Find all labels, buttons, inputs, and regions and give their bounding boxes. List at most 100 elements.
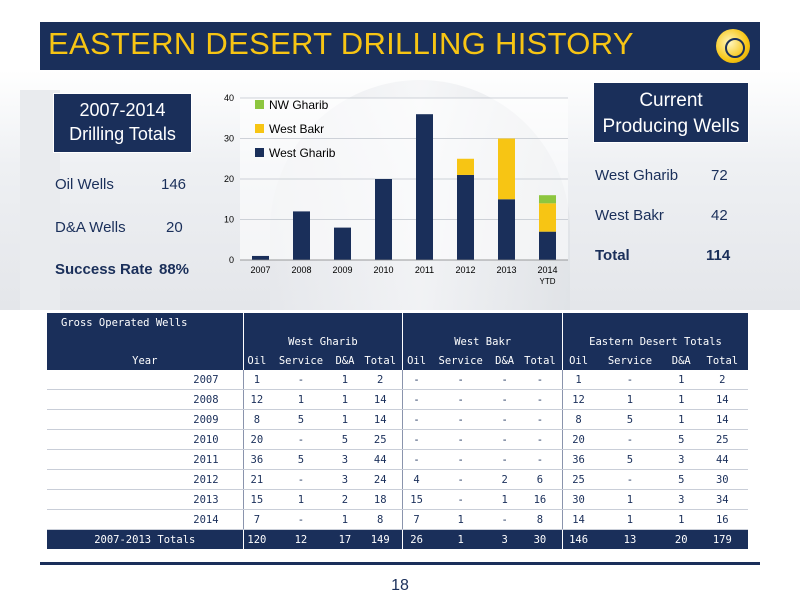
table-cell: - bbox=[402, 389, 430, 410]
table-cell: 30 bbox=[562, 489, 595, 510]
table-column-header: Total bbox=[696, 351, 748, 370]
table-cell: - bbox=[429, 449, 492, 470]
table-cell: 14 bbox=[696, 409, 748, 430]
table-row: 2012 21-3 24 4-2 6 25-5 30 bbox=[47, 469, 748, 490]
y-tick-label: 30 bbox=[224, 134, 234, 144]
table-cell: 3 bbox=[665, 489, 697, 510]
table-column-header: Service bbox=[429, 351, 492, 370]
table-cell: 16 bbox=[696, 509, 748, 530]
table-total-cell: 3 bbox=[491, 529, 518, 549]
table-column-header: D&A bbox=[491, 351, 518, 370]
table-row: 2010 20-5 25- - - -20-5 25 bbox=[47, 429, 748, 450]
table-cell: - bbox=[402, 409, 430, 430]
table-cell: - bbox=[517, 370, 563, 390]
drilling-history-chart: 0 10 20 30 40 2007 2008 2009 2010 2011 2012 2013 201… bbox=[224, 93, 568, 286]
bar-west-gharib-2009 bbox=[334, 227, 351, 260]
table-cell: 1 bbox=[665, 370, 697, 390]
table-column-header: Oil bbox=[562, 351, 595, 370]
table-year-cell: 2007 bbox=[47, 370, 244, 390]
table-cell: 2 bbox=[331, 489, 359, 510]
table-cell: 1 bbox=[242, 370, 271, 390]
table-title-spacer bbox=[562, 313, 748, 332]
table-cell: 5 bbox=[270, 449, 332, 470]
table-cell: 25 bbox=[358, 429, 403, 450]
title-bar: EASTERN DESERT DRILLING HISTORY bbox=[40, 22, 760, 70]
table-row: 2013 15 1 2 18 15-1 16 30 1 3 34 bbox=[47, 489, 748, 510]
table-cell: - bbox=[491, 449, 518, 470]
table-cell: 1 bbox=[331, 370, 359, 390]
table-cell: 20 bbox=[562, 429, 595, 450]
table-total-cell: 149 bbox=[358, 529, 403, 549]
table-cell: 14 bbox=[562, 509, 595, 530]
table-total-cell: 146 bbox=[562, 529, 595, 549]
bar-west-gharib-2013 bbox=[498, 199, 515, 260]
table-cell: 24 bbox=[358, 469, 403, 490]
page-title: EASTERN DESERT DRILLING HISTORY bbox=[48, 26, 634, 61]
table-row: 2007 1-1 2- - - -1-1 2 bbox=[47, 370, 748, 390]
table-group-header: West Bakr bbox=[402, 332, 563, 351]
table-cell: 3 bbox=[331, 469, 359, 490]
table-cell: 1 bbox=[429, 509, 492, 530]
bar-west-bakr-2013 bbox=[498, 138, 515, 200]
table-cell: 2 bbox=[358, 370, 403, 390]
table-year-cell: 2014 bbox=[47, 509, 244, 530]
table-cell: 7 bbox=[242, 509, 271, 530]
table-title: Gross Operated Wells bbox=[47, 313, 244, 332]
table-cell: 8 bbox=[358, 509, 403, 530]
table-cell: - bbox=[594, 469, 666, 490]
x-tick-label: 2009 bbox=[332, 265, 352, 275]
table-group-header: West Gharib bbox=[242, 332, 403, 351]
table-cell: 5 bbox=[665, 429, 697, 450]
table-year-header: Year bbox=[47, 351, 244, 370]
table-group-spacer bbox=[47, 332, 244, 351]
table-cell: - bbox=[429, 469, 492, 490]
table-year-cell: 2013 bbox=[47, 489, 244, 510]
table-year-cell: 2008 bbox=[47, 389, 244, 410]
table-cell: 3 bbox=[665, 449, 697, 470]
table-cell: - bbox=[429, 389, 492, 410]
x-tick-label: 2008 bbox=[291, 265, 311, 275]
table-cell: 1 bbox=[665, 409, 697, 430]
table-cell: 18 bbox=[358, 489, 403, 510]
table-total-cell: 179 bbox=[696, 529, 748, 549]
table-column-header: Total bbox=[358, 351, 403, 370]
table-total-cell: 1 bbox=[429, 529, 492, 549]
table-column-header: Oil bbox=[402, 351, 430, 370]
table-cell: 1 bbox=[594, 509, 666, 530]
table-year-cell: 2010 bbox=[47, 429, 244, 450]
west-gharib-producing-value: 72 bbox=[711, 167, 728, 184]
table-cell: 14 bbox=[358, 389, 403, 410]
table-cell: - bbox=[517, 449, 563, 470]
drilling-totals-title-line1: 2007-2014 bbox=[79, 100, 166, 120]
table-subheader-row: Year Oil Service D&A Total Oil Service D&A Total… bbox=[47, 351, 748, 370]
table-cell: - bbox=[491, 429, 518, 450]
table-cell: 4 bbox=[402, 469, 430, 490]
table-cell: 2 bbox=[491, 469, 518, 490]
table-row: 2011 36 5 3 44- - - -36 5 3 44 bbox=[47, 449, 748, 470]
table-cell: - bbox=[594, 370, 666, 390]
drilling-totals-title-line2: Drilling Totals bbox=[69, 124, 176, 144]
oil-wells-label: Oil Wells bbox=[55, 176, 114, 193]
table-total-cell: 13 bbox=[594, 529, 666, 549]
company-logo-icon bbox=[716, 29, 750, 63]
table-column-header: D&A bbox=[331, 351, 359, 370]
table-cell: - bbox=[270, 469, 332, 490]
table-cell: 12 bbox=[562, 389, 595, 410]
table-cell: 1 bbox=[562, 370, 595, 390]
table-cell: - bbox=[429, 489, 492, 510]
table-total-row: 2007-2013 Totals 120 12 17 149 26 1 3 30 146 13 20 1… bbox=[47, 529, 748, 549]
west-bakr-producing-label: West Bakr bbox=[595, 207, 664, 224]
table-cell: 5 bbox=[594, 449, 666, 470]
table-cell: 8 bbox=[242, 409, 271, 430]
table-year-cell: 2012 bbox=[47, 469, 244, 490]
gross-operated-wells-table: Gross Operated Wells West Gharib West Bakr… bbox=[47, 313, 748, 549]
table-cell: - bbox=[402, 429, 430, 450]
table-cell: 16 bbox=[517, 489, 563, 510]
bar-west-gharib-2012 bbox=[457, 174, 474, 260]
producing-wells-title-line1: Current bbox=[639, 90, 703, 111]
producing-wells-title-line2: Producing Wells bbox=[602, 116, 740, 137]
x-tick-label: 2010 bbox=[373, 265, 393, 275]
table-cell: 2 bbox=[696, 370, 748, 390]
table-cell: 15 bbox=[402, 489, 430, 510]
table-cell: - bbox=[491, 409, 518, 430]
